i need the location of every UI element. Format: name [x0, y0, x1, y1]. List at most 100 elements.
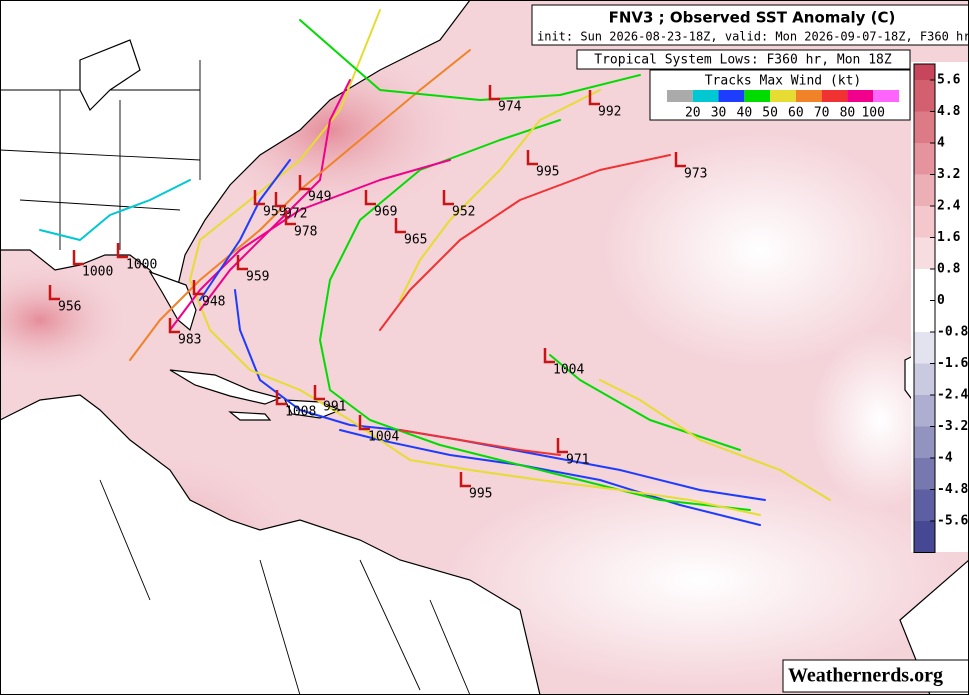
- low-marker: [313, 385, 325, 401]
- colorbar-label: -1.6: [937, 356, 968, 371]
- legend-label: 40: [737, 106, 753, 121]
- colorbar-label: -2.4: [937, 388, 968, 403]
- low-marker: [442, 190, 454, 206]
- legend-label: 100: [861, 106, 884, 121]
- legend-label: 50: [762, 106, 778, 121]
- low-pressure: 991: [323, 400, 346, 415]
- low-marker: [588, 90, 600, 106]
- low-marker: [275, 390, 287, 406]
- colorbar-bin: [914, 363, 935, 395]
- legend-swatch: [795, 90, 822, 102]
- low-marker: [459, 472, 471, 488]
- low-pressure: 952: [452, 205, 475, 220]
- colorbar-label: 0: [937, 293, 945, 308]
- colorbar-bin: [914, 64, 935, 80]
- colorbar-bin: [914, 489, 935, 521]
- legend-swatch: [718, 90, 745, 102]
- track-legend: 20 30 40 50 60 70 80 100: [667, 90, 899, 121]
- colorbar-bin: [914, 395, 935, 427]
- colorbar-label: -4: [937, 451, 953, 466]
- low-marker: [48, 285, 60, 301]
- low-pressure: 1008: [285, 405, 316, 420]
- colorbar-label: -4.8: [937, 482, 968, 497]
- legend-swatch: [692, 90, 719, 102]
- colorbar-outline: [913, 63, 936, 553]
- legend-swatch: [744, 90, 771, 102]
- colorbar-bin: [914, 143, 935, 175]
- low-pressure: 1000: [126, 258, 157, 273]
- low-marker: [274, 192, 286, 208]
- low-pressure: 956: [58, 300, 81, 315]
- legend-label: 60: [788, 106, 804, 121]
- low-marker: [116, 243, 128, 259]
- low-pressure: 971: [566, 453, 589, 468]
- subtitle: init: Sun 2026-08-23-18Z, valid: Mon 202…: [537, 30, 969, 44]
- colorbar-label: 3.2: [937, 167, 960, 182]
- colorbar-bin: [914, 458, 935, 490]
- legend-swatch: [821, 90, 848, 102]
- low-pressure: 992: [598, 105, 621, 120]
- low-pressure: 1000: [82, 265, 113, 280]
- colorbar-bin: [914, 521, 935, 553]
- legend-swatch: [667, 90, 693, 102]
- low-marker: [253, 190, 265, 206]
- colorbar: 5.6 4.8 4 3.2 2.4 1.6 0.8 0 -0.8 -1.6 -2.4 -3.2 -4 -4…: [913, 63, 968, 553]
- low-pressure: 995: [469, 487, 492, 502]
- colorbar-bin: [914, 426, 935, 458]
- low-marker: [364, 190, 376, 206]
- lows-title: Tropical System Lows: F360 hr, Mon 18Z: [594, 53, 892, 68]
- legend-label: 20: [685, 106, 701, 121]
- legend-label: 70: [814, 106, 830, 121]
- low-pressure: 959: [263, 205, 286, 220]
- colorbar-label: 1.6: [937, 230, 961, 245]
- track-legend-title: Tracks Max Wind (kt): [705, 74, 862, 89]
- low-marker: [543, 348, 555, 364]
- colorbar-label: 2.4: [937, 199, 961, 214]
- colorbar-bin: [914, 206, 935, 238]
- low-marker: [284, 210, 296, 226]
- legend-swatch: [873, 90, 899, 102]
- legend-label: 30: [711, 106, 727, 121]
- low-pressure: 948: [202, 295, 225, 310]
- colorbar-label: 4: [937, 136, 945, 151]
- low-pressure: 972: [284, 207, 307, 222]
- storm-tracks: [39, 9, 831, 526]
- low-pressure: 959: [246, 270, 269, 285]
- colorbar-bin: [914, 237, 935, 269]
- colorbar-label: -0.8: [937, 325, 968, 340]
- low-marker: [72, 250, 84, 266]
- colorbar-bin: [914, 269, 935, 301]
- colorbar-bin: [914, 300, 935, 332]
- legend-swatch: [847, 90, 874, 102]
- credit: Weathernerds.org: [788, 665, 943, 687]
- colorbar-bin: [914, 80, 935, 112]
- low-marker: [394, 218, 406, 234]
- low-marker: [236, 255, 248, 271]
- colorbar-bin: [914, 111, 935, 143]
- low-pressure: 978: [294, 225, 317, 240]
- low-pressure: 974: [498, 100, 522, 115]
- low-pressure: 973: [684, 167, 707, 182]
- low-marker: [488, 85, 500, 101]
- low-pressure: 949: [308, 190, 331, 205]
- colorbar-label: 5.6: [937, 73, 961, 88]
- low-marker: [168, 318, 180, 334]
- low-marker: [298, 175, 310, 191]
- low-pressure: 1004: [368, 430, 399, 445]
- legend-swatch: [770, 90, 796, 102]
- low-marker: [674, 152, 686, 168]
- low-pressure: 983: [178, 333, 201, 348]
- title-box: [531, 4, 969, 46]
- colorbar-bin: [914, 332, 935, 364]
- colorbar-label: 0.8: [937, 262, 961, 277]
- low-pressure: 969: [374, 205, 397, 220]
- colorbar-label: -3.2: [937, 419, 968, 434]
- colorbar-bin: [914, 174, 935, 206]
- credit-box: [782, 659, 969, 693]
- title: FNV3 ; Observed SST Anomaly (C): [609, 9, 896, 27]
- low-pressure: 995: [536, 165, 559, 180]
- low-pressure: 1004: [553, 363, 584, 378]
- colorbar-label: 4.8: [937, 104, 961, 119]
